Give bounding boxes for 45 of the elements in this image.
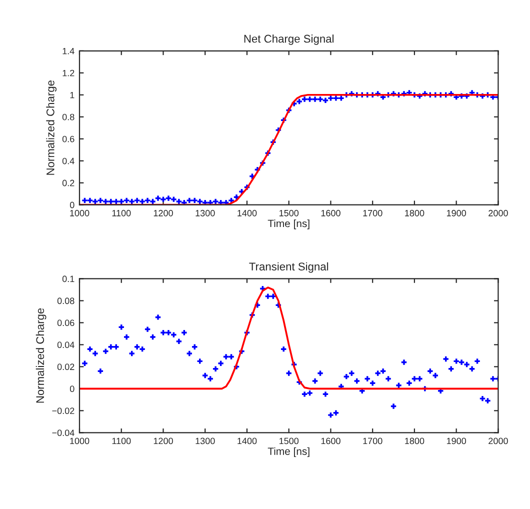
- y-axis-title: Normalized Charge: [46, 80, 57, 175]
- x-tick-label: 1300: [196, 210, 215, 216]
- y-tick-label: 0.6: [62, 136, 74, 142]
- x-tick-label: 1500: [280, 210, 299, 216]
- y-tick-label: 0.4: [62, 158, 74, 164]
- x-tick-label: 1200: [154, 438, 173, 444]
- y-tick-label: 0.04: [57, 342, 74, 348]
- x-tick-label: 1900: [446, 438, 466, 444]
- y-tick-label: 1: [70, 92, 74, 98]
- y-tick-label: 0.1: [62, 276, 74, 282]
- x-tick-label: 1700: [363, 210, 382, 216]
- x-tick-label: 1600: [321, 210, 340, 216]
- x-tick-label: 1800: [405, 210, 424, 216]
- y-tick-label: 0.8: [62, 114, 74, 120]
- x-tick-label: 1000: [70, 438, 90, 444]
- y-tick-label: 0.06: [57, 320, 74, 326]
- x-axis-title: Time [ns]: [268, 219, 310, 230]
- x-tick-label: 1700: [363, 438, 382, 444]
- x-tick-label: 1600: [321, 438, 340, 444]
- x-tick-label: 1500: [280, 438, 299, 444]
- y-tick-label: −0.04: [52, 430, 74, 436]
- y-tick-label: 0.02: [57, 364, 74, 370]
- x-tick-label: 1100: [112, 210, 131, 216]
- y-tick-label: 0.2: [62, 180, 74, 186]
- y-tick-label: 0.08: [57, 298, 74, 304]
- chart-title: Transient Signal: [249, 262, 328, 273]
- x-tick-label: 1900: [446, 210, 466, 216]
- y-axis-title: Normalized Charge: [36, 308, 46, 403]
- x-tick-label: 2000: [488, 210, 508, 216]
- x-axis-title: Time [ns]: [268, 447, 310, 458]
- y-tick-label: 1.2: [62, 70, 74, 76]
- y-tick-label: 0: [70, 202, 74, 208]
- y-tick-label: 1.4: [62, 48, 74, 54]
- y-tick-label: 0: [70, 386, 74, 392]
- y-tick-label: −0.02: [52, 408, 74, 414]
- x-tick-label: 1400: [238, 210, 257, 216]
- x-tick-label: 2000: [488, 438, 508, 444]
- x-tick-label: 1000: [70, 210, 90, 216]
- line-series: [80, 286, 498, 390]
- x-tick-label: 1800: [405, 438, 424, 444]
- x-tick-label: 1200: [154, 210, 173, 216]
- x-tick-label: 1400: [238, 438, 257, 444]
- x-tick-label: 1100: [112, 438, 131, 444]
- x-tick-label: 1300: [196, 438, 215, 444]
- chart-title: Net Charge Signal: [244, 34, 334, 45]
